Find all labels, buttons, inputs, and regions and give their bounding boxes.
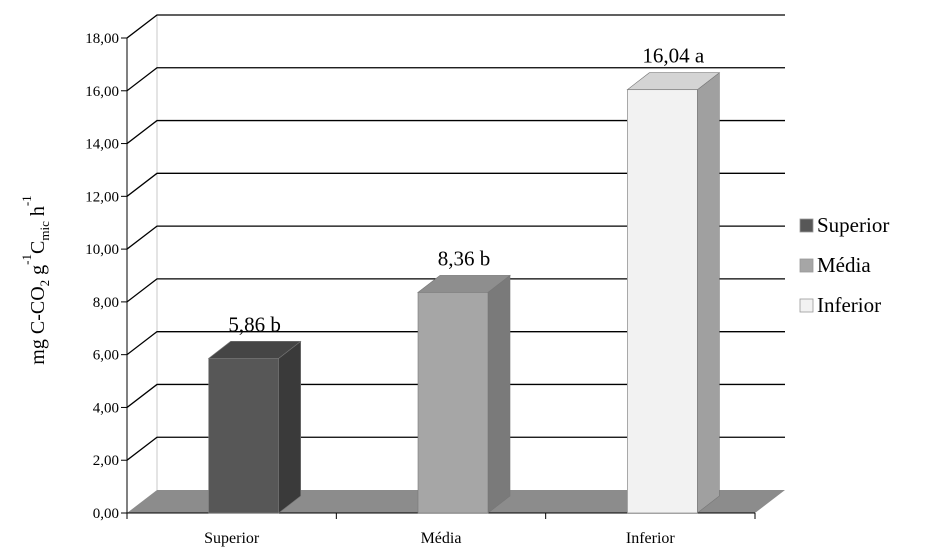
y-axis-title-part: mg C-CO xyxy=(27,286,49,364)
legend-swatch xyxy=(799,298,814,313)
gridline xyxy=(126,119,785,145)
gridline xyxy=(126,172,785,197)
chart-walls xyxy=(126,14,158,490)
y-axis-title: mg C-CO2 g-1Cmic h-1 xyxy=(19,195,52,364)
y-tick-label: 18,00 xyxy=(85,31,119,47)
bar-side xyxy=(697,72,720,514)
y-tick-label: 6,00 xyxy=(93,348,119,364)
y-tick-label: 12,00 xyxy=(85,189,119,205)
y-tick-label: 16,00 xyxy=(85,84,119,100)
gridline xyxy=(126,225,785,250)
gridline xyxy=(126,331,785,356)
gridline xyxy=(126,14,785,39)
y-tick-label: 2,00 xyxy=(93,453,119,469)
y-axis-title-part: 2 xyxy=(37,280,52,287)
legend-entry: Média xyxy=(799,253,871,277)
legend-swatch xyxy=(799,218,814,233)
y-tick-label: 10,00 xyxy=(85,242,119,258)
bar xyxy=(207,340,302,514)
bars xyxy=(207,72,721,514)
y-tick-label: 14,00 xyxy=(85,137,119,153)
data-label: 16,04 a xyxy=(642,44,705,68)
x-axis: Superior Média Inferior xyxy=(126,512,756,547)
gridline xyxy=(126,278,785,303)
y-axis-title-part: C xyxy=(27,241,49,254)
gridline xyxy=(126,383,785,408)
y-tick-label: 0,00 xyxy=(93,506,119,522)
bar xyxy=(417,274,511,514)
y-tick-label: 4,00 xyxy=(93,400,119,416)
y-axis-title-part: h xyxy=(27,206,49,221)
bar-front xyxy=(627,89,698,514)
gridline xyxy=(126,436,785,461)
bar-front xyxy=(208,358,279,514)
bar xyxy=(626,72,721,514)
gridlines xyxy=(126,14,785,461)
x-tick-label: Superior xyxy=(204,530,260,547)
gridline xyxy=(126,67,785,92)
data-label: 5,86 b xyxy=(228,312,281,336)
x-tick-label: Inferior xyxy=(626,530,676,547)
y-axis: 0,00 2,00 4,00 6,00 8,00 10,00 12,00 14,00 16,00… xyxy=(85,31,128,522)
data-label: 8,36 b xyxy=(438,246,491,270)
legend-swatch xyxy=(799,258,814,273)
bar-side xyxy=(487,274,511,514)
legend-label: Média xyxy=(817,253,871,277)
y-axis-title-part: mic xyxy=(37,221,52,241)
legend-entry: Superior xyxy=(799,213,889,237)
bar-side xyxy=(278,340,301,514)
bar-front xyxy=(417,292,489,514)
y-tick-label: 8,00 xyxy=(93,295,119,311)
y-axis-title-part: g xyxy=(27,265,49,280)
legend-label: Inferior xyxy=(817,293,881,317)
legend: Superior Média Inferior xyxy=(799,213,889,317)
y-axis-title-part: -1 xyxy=(19,254,34,265)
x-tick-label: Média xyxy=(421,530,462,547)
legend-label: Superior xyxy=(817,213,889,237)
legend-entry: Inferior xyxy=(799,293,881,317)
data-labels: 5,86 b 8,36 b 16,04 a xyxy=(228,44,705,337)
y-axis-title-part: -1 xyxy=(19,195,34,206)
